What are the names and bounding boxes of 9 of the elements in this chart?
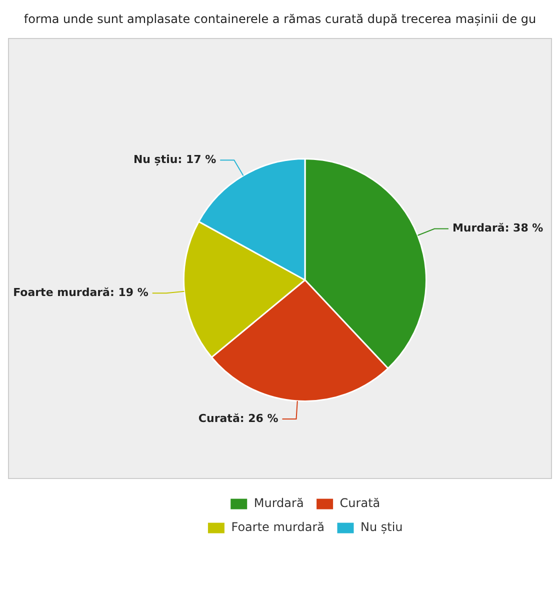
legend-label: Foarte murdară <box>231 520 324 534</box>
legend-label: Curată <box>340 496 380 510</box>
chart-title: forma unde sunt amplasate containerele a rămas curată după trecerea mașinii de gu <box>22 11 538 28</box>
data-label: Foarte murdară: 19 % <box>13 286 148 299</box>
data-label: Curată: 26 % <box>198 412 278 425</box>
legend-label: Nu știu <box>360 520 403 534</box>
data-label: Murdară: 38 % <box>452 222 544 235</box>
data-label: Nu știu: 17 % <box>133 153 216 166</box>
legend-label: Murdară <box>254 496 304 510</box>
